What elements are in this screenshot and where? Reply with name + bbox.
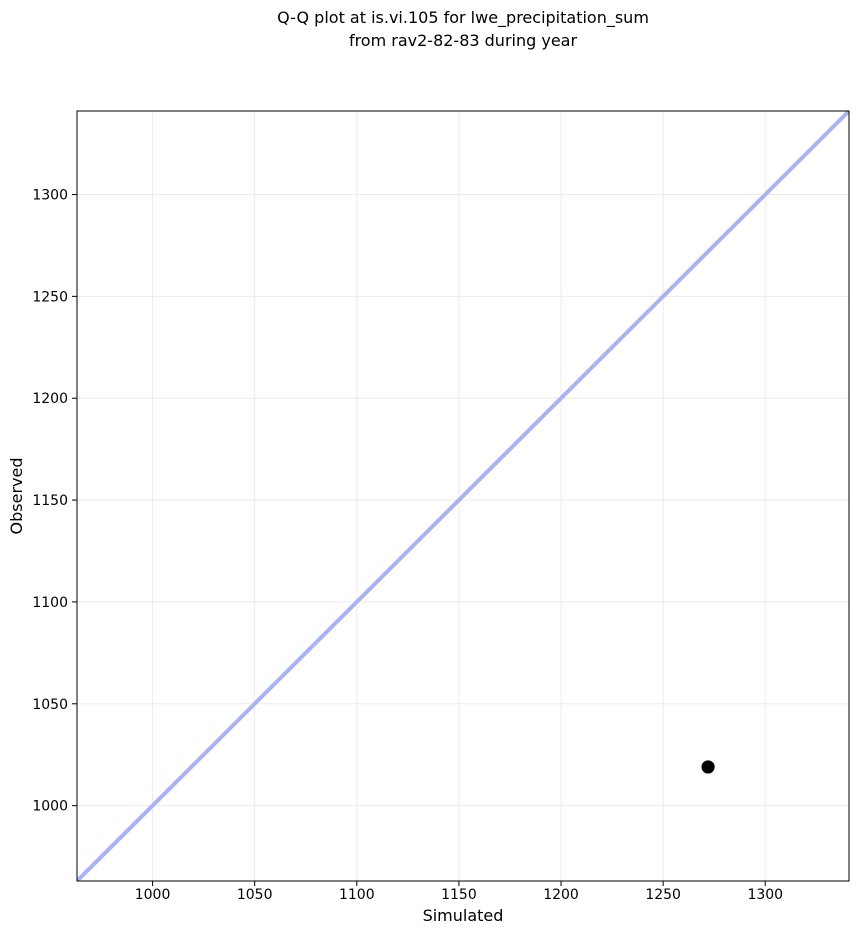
x-tick-label: 1100 (339, 887, 375, 903)
x-tick-label: 1050 (237, 887, 273, 903)
y-tick-label: 1000 (32, 799, 68, 815)
y-tick-label: 1200 (32, 391, 68, 407)
y-tick-label: 1150 (32, 493, 68, 509)
chart-title-line-1: Q-Q plot at is.vi.105 for lwe_precipitat… (277, 8, 649, 27)
x-tick-label: 1150 (441, 887, 477, 903)
plot-border (76, 110, 850, 882)
y-axis-label: Observed (7, 458, 26, 535)
chart-title-line-2: from rav2-82-83 during year (348, 31, 578, 50)
x-tick-label: 1300 (747, 887, 783, 903)
y-tick-label: 1100 (32, 595, 68, 611)
x-tick-label: 1000 (135, 887, 171, 903)
y-tick-label: 1300 (32, 188, 68, 204)
chart-title: Q-Q plot at is.vi.105 for lwe_precipitat… (77, 6, 849, 52)
x-tick-label: 1200 (543, 887, 579, 903)
x-axis-label: Simulated (423, 906, 504, 925)
identity-line (77, 111, 849, 881)
data-point (701, 760, 715, 774)
x-tick-label: 1250 (645, 887, 681, 903)
plot-data-layer (77, 111, 849, 881)
y-tick-label: 1250 (32, 289, 68, 305)
y-tick-label: 1050 (32, 697, 68, 713)
